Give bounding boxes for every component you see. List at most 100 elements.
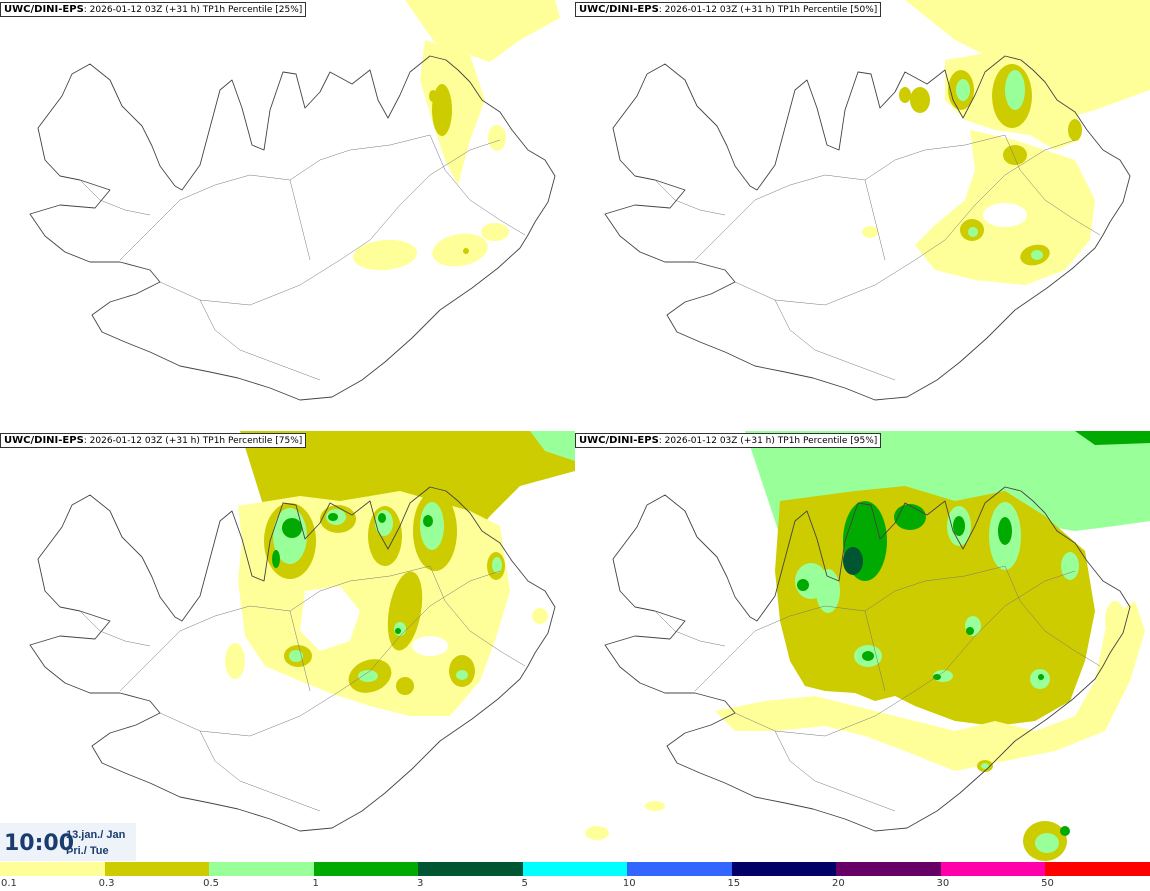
precip-area: [463, 248, 469, 254]
precip-area: [953, 516, 965, 536]
legend-tick-label: 3: [416, 878, 424, 889]
map-panel-p25: UWC/DINI-EPS: 2026-01-12 03Z (+31 h) TP1…: [0, 0, 575, 430]
precip-area: [862, 651, 874, 661]
legend-swatch: [522, 862, 628, 876]
map-panel-p75: UWC/DINI-EPS: 2026-01-12 03Z (+31 h) TP1…: [0, 431, 575, 861]
coastline: [604, 486, 1131, 832]
precip-area: [423, 515, 433, 527]
precip-area: [843, 547, 863, 575]
precip-area: [910, 87, 930, 113]
precip-area: [272, 550, 280, 568]
precip-area: [960, 253, 980, 267]
gap: [412, 636, 448, 656]
precip-area: [585, 826, 609, 840]
precip-area: [1031, 250, 1043, 260]
precip-area: [1061, 552, 1079, 580]
legend-tick-label: 10: [622, 878, 636, 889]
road-line: [79, 610, 151, 647]
precip-area: [282, 518, 302, 538]
coastline: [29, 486, 556, 832]
valid-weekday: Þri./ Tue: [66, 845, 109, 857]
legend-swatch: [418, 862, 524, 876]
road-line: [119, 565, 431, 692]
precip-area: [1060, 826, 1070, 836]
road-line: [159, 570, 501, 737]
legend-tick-label: 0.1: [1, 878, 17, 889]
precip-area: [1068, 119, 1082, 141]
precip-area: [420, 502, 444, 550]
precip-area: [530, 431, 575, 461]
precip-area: [396, 677, 414, 695]
road-line: [199, 730, 321, 812]
precip-area: [797, 579, 809, 591]
precip-area: [956, 79, 970, 101]
precip-area: [1003, 145, 1027, 165]
precip-area: [492, 557, 502, 573]
road-line: [694, 565, 1006, 692]
legend-swatch: [627, 862, 733, 876]
legend-tick-label: 1: [312, 878, 319, 889]
panel-title: UWC/DINI-EPS: 2026-01-12 03Z (+31 h) TP1…: [575, 433, 882, 448]
precip-area: [225, 643, 245, 679]
coastline: [29, 55, 556, 401]
precip-area: [1075, 431, 1150, 445]
legend-tick-label: 30: [936, 878, 950, 889]
road-line: [1004, 565, 1101, 667]
road-line: [774, 730, 896, 812]
map-canvas: [29, 431, 575, 832]
gap: [983, 203, 1027, 227]
legend-tick-label: 50: [1041, 878, 1054, 889]
legend-tick-label: 0.3: [98, 878, 115, 889]
road-line: [654, 610, 726, 647]
precip-area: [816, 569, 840, 613]
precip-area: [1038, 674, 1044, 680]
road-line: [864, 610, 886, 692]
road-line: [694, 134, 1006, 261]
legend-swatch: [313, 862, 419, 876]
precip-area: [933, 674, 941, 680]
precip-area: [429, 90, 437, 102]
legend-swatch: [209, 862, 315, 876]
precip-area: [981, 763, 989, 769]
legend-tick-label: 20: [831, 878, 845, 889]
precip-area: [899, 87, 911, 103]
legend-swatch: [836, 862, 942, 876]
road-line: [429, 565, 526, 667]
panel-title: UWC/DINI-EPS: 2026-01-12 03Z (+31 h) TP1…: [0, 2, 307, 17]
road-line: [429, 134, 526, 236]
road-line: [864, 179, 886, 261]
legend-tick-label: 15: [727, 878, 741, 889]
road-line: [159, 139, 501, 306]
map-canvas: [604, 0, 1150, 401]
precip-color-legend: 0.1 0.3 0.5 1 3 5 10 15 20 30 50: [0, 862, 1150, 891]
legend-swatch: [0, 862, 106, 876]
precip-area: [432, 233, 488, 267]
precip-area: [481, 223, 509, 241]
legend-swatch: [104, 862, 210, 876]
road-line: [199, 299, 321, 381]
precip-area: [456, 670, 468, 680]
precip-area: [532, 608, 548, 624]
road-line: [289, 610, 311, 692]
road-line: [734, 139, 1076, 306]
valid-time-clock: 10:00: [4, 831, 75, 856]
road-line: [734, 570, 1076, 737]
map-panel-p50: UWC/DINI-EPS: 2026-01-12 03Z (+31 h) TP1…: [575, 0, 1150, 430]
precip-area: [1035, 833, 1059, 853]
precip-area: [905, 0, 1150, 120]
road-line: [654, 179, 726, 216]
legend-tick-label: 0.5: [203, 878, 220, 889]
coastline: [604, 55, 1131, 401]
precip-area: [645, 801, 665, 811]
precip-area: [420, 40, 485, 185]
legend-tick-label: 5: [521, 878, 528, 889]
precip-area: [378, 513, 386, 523]
map-panel-p95: UWC/DINI-EPS: 2026-01-12 03Z (+31 h) TP1…: [575, 431, 1150, 861]
map-canvas: [585, 431, 1150, 861]
legend-swatch: [1045, 862, 1150, 876]
road-line: [79, 179, 151, 216]
precip-area: [894, 504, 926, 530]
road-line: [119, 134, 431, 261]
valid-date: 13.jan./ Jan: [66, 829, 126, 841]
legend-swatch: [731, 862, 837, 876]
